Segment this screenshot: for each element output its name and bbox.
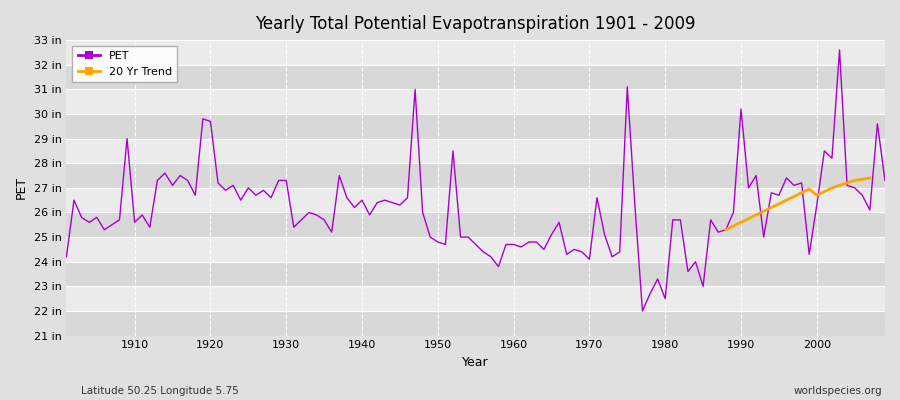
Bar <box>67 40 885 65</box>
Bar <box>67 163 885 188</box>
Text: Latitude 50.25 Longitude 5.75: Latitude 50.25 Longitude 5.75 <box>81 386 239 396</box>
Bar <box>67 139 885 163</box>
X-axis label: Year: Year <box>463 356 489 369</box>
Bar <box>67 237 885 262</box>
Bar <box>67 311 885 336</box>
Bar <box>67 212 885 237</box>
Bar <box>67 114 885 139</box>
Title: Yearly Total Potential Evapotranspiration 1901 - 2009: Yearly Total Potential Evapotranspiratio… <box>256 15 696 33</box>
Bar <box>67 65 885 89</box>
Bar <box>67 188 885 212</box>
Legend: PET, 20 Yr Trend: PET, 20 Yr Trend <box>72 46 177 82</box>
Bar <box>67 286 885 311</box>
Bar <box>67 262 885 286</box>
Y-axis label: PET: PET <box>15 176 28 200</box>
Text: worldspecies.org: worldspecies.org <box>794 386 882 396</box>
Bar <box>67 89 885 114</box>
